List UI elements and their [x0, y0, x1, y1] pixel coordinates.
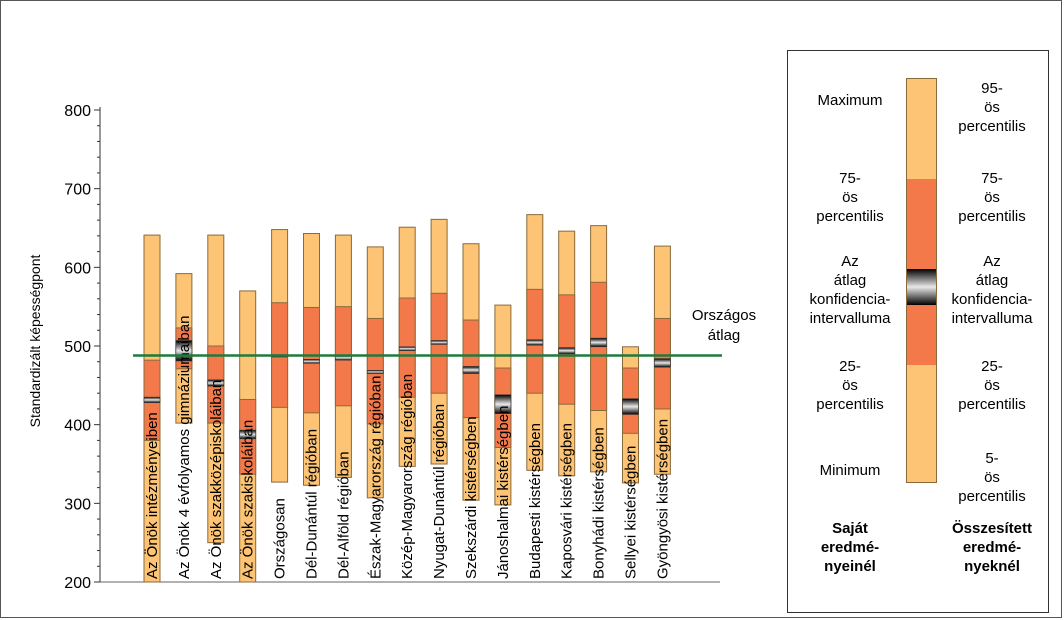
category-label: Dél-Alföld régióban	[335, 451, 352, 579]
legend-right-75: 75- ös percentilis	[958, 170, 1026, 225]
y-tick-label: 300	[64, 496, 91, 513]
legend-left-minimum: Minimum	[819, 462, 881, 479]
bar-confidence-interval	[558, 347, 576, 355]
category-label: Szekszárdi kistérségben	[463, 416, 480, 579]
category-labels: Az Önök intézményeiben Az Önök 4 évfolyam…	[143, 316, 671, 579]
bar-confidence-interval	[398, 346, 416, 352]
legend-right-95: 95- ös percentilis	[958, 80, 1026, 135]
category-label: Az Önök 4 évfolyamos gimnáziumaiban	[175, 316, 193, 579]
legend-left-25: 25- ös percentilis	[816, 358, 884, 413]
legend-left-75: 75- ös percentilis	[816, 170, 884, 225]
y-tick-label: 700	[64, 182, 91, 199]
legend-left-maximum: Maximum	[817, 92, 883, 109]
legend-swatch	[906, 78, 937, 483]
legend-right-25: 25- ös percentilis	[958, 358, 1026, 413]
bar-confidence-interval	[430, 340, 448, 345]
bar-confidence-interval	[303, 359, 320, 364]
category-label: Országosan	[272, 498, 289, 579]
bar-confidence-interval	[462, 366, 480, 374]
category-label: Gyöngyösi kistérségben	[654, 419, 671, 579]
y-tick-label: 600	[64, 260, 91, 277]
category-label: Bonyhádi kistérségben	[591, 427, 608, 579]
category-label: Budapesti kistérségben	[527, 423, 544, 579]
bar-confidence-interval	[239, 429, 256, 440]
legend-left-ci: Az átlag konfidencia-intervalluma	[809, 253, 891, 327]
legend-footer-left: Saját eredmé-nyeinél	[820, 520, 880, 575]
bar-confidence-interval	[526, 339, 544, 346]
category-label: Nyugat-Dunántúl régióban	[431, 404, 448, 579]
bar-confidence-interval	[494, 394, 512, 414]
legend-footer-right: Összesített eredmé-nyeknél	[951, 520, 1033, 575]
category-label: Kaposvári kistérségben	[559, 423, 576, 579]
y-tick-label: 800	[64, 103, 91, 120]
legend-swatch-ci	[907, 269, 936, 305]
chart-plot: 200 300 400 500 600 700 800 Standardizált képes…	[27, 103, 756, 592]
category-label: Az Önök szakközépiskoláiban	[207, 380, 225, 579]
category-label: Az Önök szakiskoláiban	[239, 420, 257, 579]
y-tick-label: 500	[64, 339, 91, 356]
bar-confidence-interval	[366, 370, 384, 374]
category-label: Észak-Magyarország régióban	[367, 376, 384, 579]
category-label: Dél-Dunántúl régióban	[304, 429, 321, 579]
y-axis: 200 300 400 500 600 700 800 Standardizált képes…	[27, 103, 720, 592]
reference-line-label: Országos	[692, 307, 756, 324]
y-tick-label: 200	[64, 575, 91, 592]
bars	[143, 214, 671, 583]
category-label: Jánoshalmai kistérségben	[495, 406, 512, 579]
legend-right-ci: Az átlag konfidencia-intervalluma	[951, 253, 1033, 327]
category-label: Sellyei kistérségben	[623, 446, 640, 579]
legend: Maximum 75- ös percentilis Az átlag konfiden…	[787, 50, 1049, 613]
reference-line: Országos átlag	[133, 307, 756, 357]
legend-swatch-outer-bottom	[907, 365, 936, 482]
category-label: Az Önök intézményeiben	[143, 412, 161, 579]
reference-line-label: átlag	[708, 327, 741, 344]
category-label: Közép-Magyarország régióban	[399, 374, 416, 579]
bar-confidence-interval	[590, 337, 607, 348]
bar-confidence-interval	[622, 398, 639, 415]
bar-confidence-interval	[207, 379, 225, 387]
bar-confidence-interval	[143, 396, 161, 403]
y-tick-label: 400	[64, 418, 91, 435]
bar-confidence-interval	[654, 358, 671, 368]
legend-right-5: 5- ös percentilis	[958, 450, 1026, 505]
y-axis-title: Standardizált képességpont	[27, 255, 43, 428]
legend-swatch-outer-top	[907, 79, 936, 179]
